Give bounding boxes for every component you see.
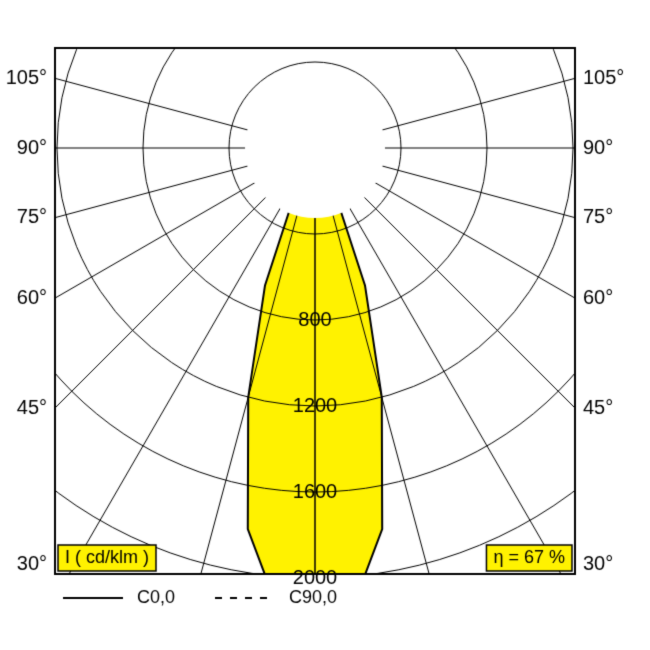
- polar-chart: [0, 0, 650, 650]
